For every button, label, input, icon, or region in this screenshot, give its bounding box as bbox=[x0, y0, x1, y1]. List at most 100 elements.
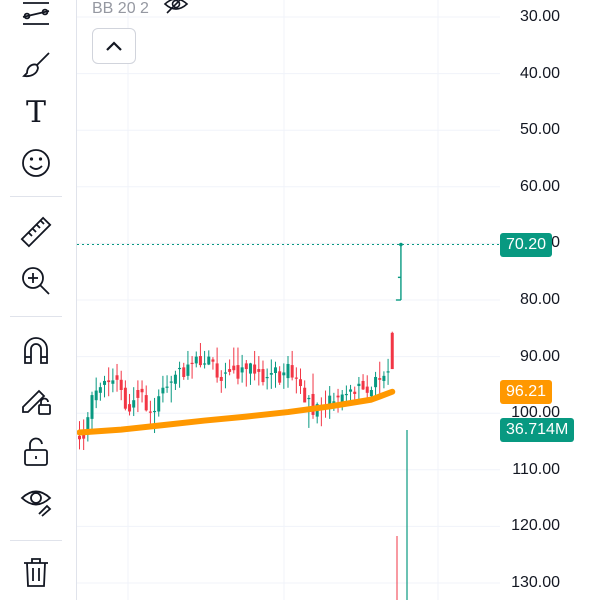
candle-body bbox=[344, 393, 348, 396]
candle-body bbox=[307, 397, 311, 400]
candle-body bbox=[253, 364, 257, 374]
candle-body bbox=[286, 363, 290, 379]
candle-body bbox=[248, 363, 252, 374]
drawing-toolbar: T bbox=[0, 0, 77, 600]
toolbar-divider bbox=[10, 196, 62, 197]
candle-body bbox=[165, 386, 169, 388]
toolbar-divider bbox=[10, 540, 62, 541]
trash-icon[interactable] bbox=[14, 552, 58, 592]
brush-icon[interactable] bbox=[14, 44, 58, 84]
price-tick: 110.00 bbox=[512, 460, 560, 478]
price-tick: 40.00 bbox=[519, 64, 560, 82]
lock-drawings-icon[interactable] bbox=[14, 380, 58, 420]
candle-body bbox=[219, 376, 223, 381]
moving-average-label: 96.21 bbox=[500, 379, 553, 404]
candle-body bbox=[161, 387, 165, 394]
candle-body bbox=[211, 359, 215, 362]
price-tick: 90.00 bbox=[519, 347, 560, 365]
candle-body bbox=[203, 363, 207, 365]
candle-body bbox=[282, 372, 286, 376]
candle-body bbox=[269, 373, 273, 375]
candle-body bbox=[236, 365, 240, 379]
candle-body bbox=[240, 367, 244, 373]
candle-body bbox=[128, 404, 132, 412]
candle-body bbox=[378, 378, 382, 380]
price-tick: 130.00 bbox=[511, 574, 560, 592]
candle-body bbox=[98, 387, 102, 393]
candle-body bbox=[244, 363, 248, 370]
candle-body bbox=[103, 380, 107, 385]
candle-body bbox=[357, 383, 361, 387]
candle-body bbox=[369, 390, 373, 397]
candle-body bbox=[228, 369, 232, 372]
emoji-icon[interactable] bbox=[14, 143, 58, 183]
candle-body bbox=[273, 367, 277, 374]
candle-body bbox=[365, 386, 369, 393]
candle-body bbox=[123, 387, 127, 409]
toolbar-divider bbox=[10, 316, 62, 317]
price-tick: 120.00 bbox=[511, 517, 560, 535]
candle-body bbox=[340, 394, 344, 403]
volume-bar bbox=[396, 536, 398, 600]
candlestick-chart[interactable] bbox=[77, 0, 500, 600]
indicator-label[interactable]: BB 20 2 bbox=[92, 0, 149, 17]
candle-body bbox=[78, 435, 81, 440]
candle-body bbox=[382, 375, 386, 381]
candle-body bbox=[198, 356, 202, 366]
candle-body bbox=[361, 380, 365, 390]
collapse-legend-button[interactable] bbox=[92, 28, 136, 64]
candle-body bbox=[144, 395, 148, 411]
ruler-icon[interactable] bbox=[14, 212, 58, 252]
unlock-icon[interactable] bbox=[14, 432, 58, 472]
price-tick: 50.00 bbox=[519, 121, 560, 139]
candle-body bbox=[265, 376, 269, 379]
price-axis[interactable]: 30.0040.0050.0060.0070.0080.0090.00100.0… bbox=[500, 0, 600, 600]
candle-body bbox=[328, 395, 332, 406]
candle-body bbox=[173, 374, 177, 384]
candle-body bbox=[336, 395, 340, 398]
candle-body bbox=[390, 332, 394, 370]
candle-body bbox=[278, 371, 282, 383]
indicator-legend: BB 20 2 bbox=[92, 0, 189, 18]
candle-body bbox=[215, 363, 219, 378]
volume-bar bbox=[406, 430, 408, 600]
candle-body bbox=[294, 377, 298, 379]
visibility-icon[interactable] bbox=[14, 480, 58, 520]
candle-body bbox=[119, 379, 123, 390]
chevron-up-icon bbox=[106, 41, 122, 51]
last-price-dot bbox=[399, 242, 403, 247]
candle-body bbox=[111, 380, 115, 384]
candle-body bbox=[157, 396, 161, 412]
candle-body bbox=[94, 390, 98, 401]
trend-line-tools-icon[interactable] bbox=[14, 0, 58, 34]
price-tick: 80.00 bbox=[519, 291, 560, 308]
current-price-label: 70.20 bbox=[500, 232, 553, 257]
candle-body bbox=[82, 434, 86, 439]
candle-body bbox=[182, 367, 186, 377]
text-tool-icon[interactable]: T bbox=[25, 94, 46, 130]
candle-body bbox=[107, 380, 111, 383]
candle-body bbox=[194, 356, 198, 364]
candle-body bbox=[136, 390, 140, 398]
candle-body bbox=[178, 367, 182, 370]
magnet-icon[interactable] bbox=[14, 330, 58, 370]
candle-body bbox=[115, 375, 119, 380]
volume-label: 36.714M bbox=[500, 418, 575, 442]
candle-body bbox=[257, 369, 261, 372]
candle-body bbox=[223, 372, 227, 374]
candle-body bbox=[353, 391, 357, 394]
zoom-in-icon[interactable] bbox=[14, 261, 58, 301]
candle-body bbox=[311, 393, 315, 415]
chart-pane[interactable] bbox=[77, 0, 500, 600]
eye-crossed-icon[interactable] bbox=[163, 0, 189, 23]
candle-body bbox=[232, 365, 236, 371]
price-tick: 60.00 bbox=[519, 177, 560, 195]
candle-body bbox=[90, 395, 94, 419]
candle-body bbox=[153, 410, 157, 413]
candle-body bbox=[190, 362, 194, 365]
candle-body bbox=[386, 371, 390, 373]
candle-body bbox=[299, 379, 303, 387]
candle-body bbox=[349, 389, 353, 392]
candle-body bbox=[207, 356, 211, 365]
candle-body bbox=[169, 381, 173, 383]
